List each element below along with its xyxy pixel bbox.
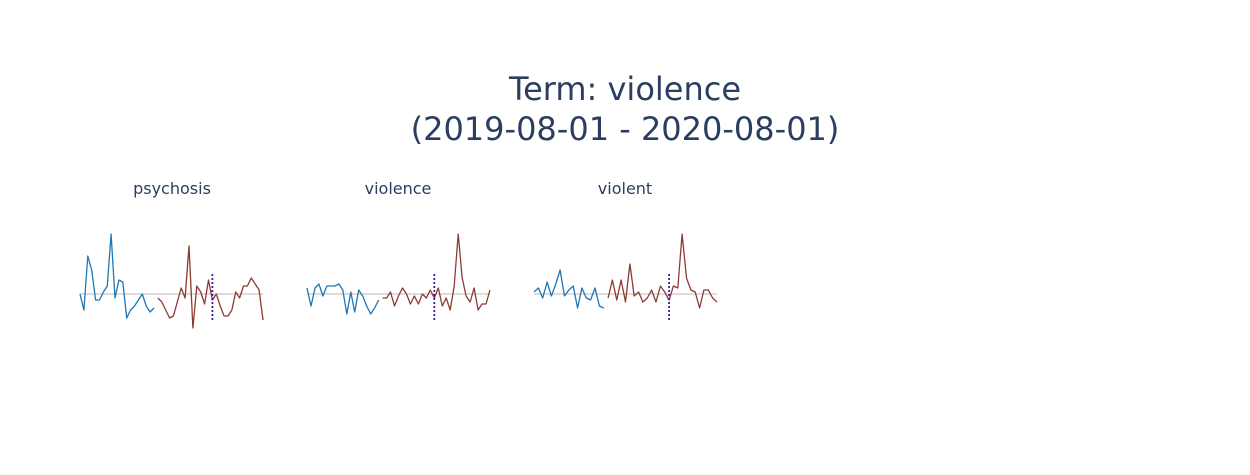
figure-title-line2: (2019-08-01 - 2020-08-01) — [410, 110, 840, 148]
series-line-before — [79, 233, 155, 319]
series-line-before — [306, 283, 380, 315]
subplot-title-violence: violence — [364, 179, 432, 198]
series-line-before — [533, 269, 604, 309]
subplot-violent — [533, 233, 718, 322]
subplot-title-psychosis: psychosis — [133, 179, 211, 198]
series-line-after — [157, 245, 264, 329]
figure-title-line1: Term: violence — [508, 70, 742, 108]
series-line-after — [382, 233, 491, 311]
series-line-after — [607, 233, 718, 309]
subplot-psychosis — [79, 233, 264, 329]
subplot-violence — [306, 233, 491, 322]
subplot-title-violent: violent — [597, 179, 653, 198]
